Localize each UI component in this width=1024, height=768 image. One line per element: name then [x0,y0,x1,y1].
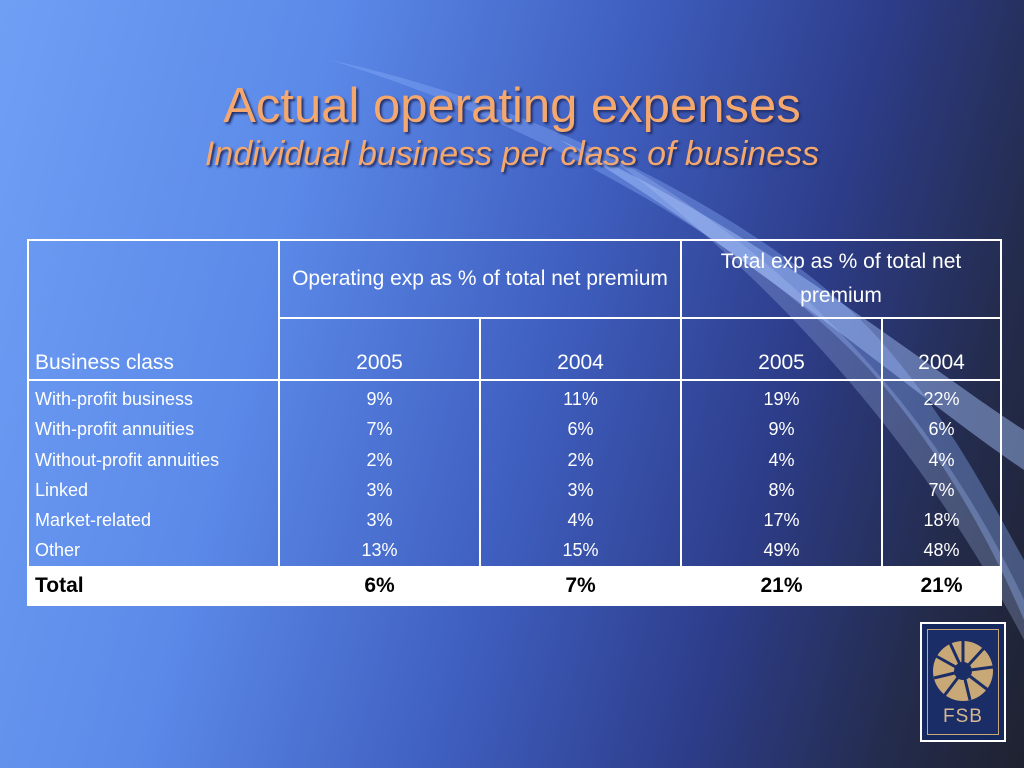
total-value: 7% [479,565,682,606]
cell-value: 48% [923,540,960,561]
table-body-row: With-profit business With-profit annuiti… [27,379,1002,568]
cell-value: 19% [763,389,800,409]
cell-value: 7% [928,479,955,500]
cell-value: 3% [366,510,393,531]
total-value: 6% [278,565,481,606]
total-label: Total [27,565,280,606]
row-label: Market-related [35,510,152,531]
cell-value: 22% [923,389,960,409]
cell-value: 13% [361,540,398,561]
year-header: 2004 [881,317,1002,381]
cell-value: 2% [366,449,393,470]
total-row: Total 6% 7% 21% 21% [27,565,1002,606]
title-block: Actual operating expenses Individual bus… [0,78,1024,174]
slide-subtitle: Individual business per class of busines… [204,135,820,173]
cell-value: 4% [567,510,594,531]
cell-value: 3% [366,479,393,500]
business-class-header: Business class [27,239,280,381]
fsb-logo-icon [933,639,994,701]
cell-value: 4% [768,449,795,470]
row-label: Linked [35,479,89,500]
cell-value: 8% [768,479,795,500]
fsb-logo: FSB [920,622,1006,742]
total-exp-group-header: Total exp as % of total net premium [680,239,1002,319]
cell-value: 3% [567,479,594,500]
header-row-groups: Business class Operating exp as % of tot… [27,239,1002,381]
cell-value: 7% [366,419,393,440]
total-value: 21% [881,565,1002,606]
cell-value: 2% [567,449,594,470]
cell-value: 9% [366,389,393,409]
business-class-column: With-profit business With-profit annuiti… [27,379,280,568]
op-exp-2004-column: 11% 6% 2% 3% 4% 15% [479,379,682,568]
operating-exp-group-header: Operating exp as % of total net premium [278,239,682,319]
total-value: 21% [680,565,883,606]
cell-value: 4% [928,449,955,470]
logo-text: FSB [943,706,983,727]
slide-title: Actual operating expenses [223,79,801,133]
cell-value: 6% [928,419,955,440]
total-exp-2004-column: 22% 6% 4% 7% 18% 48% [881,379,1002,568]
header-row-years: 2005 2004 2005 2004 [28,317,1002,381]
cell-value: 11% [563,389,598,409]
cell-value: 15% [562,540,599,561]
year-header: 2005 [278,317,481,381]
cell-value: 18% [923,510,960,531]
cell-value: 6% [567,419,594,440]
cell-value: 9% [768,419,795,440]
year-header: 2004 [479,317,682,381]
row-label: With-profit business [35,389,194,409]
expenses-table: Business class Operating exp as % of tot… [27,239,1002,606]
row-label: Without-profit annuities [35,449,220,470]
year-header: 2005 [680,317,883,381]
row-label: Other [35,540,81,561]
op-exp-2005-column: 9% 7% 2% 3% 3% 13% [278,379,481,568]
cell-value: 17% [763,510,800,531]
logo-frame: FSB [927,629,999,735]
cell-value: 49% [763,540,800,561]
total-exp-2005-column: 19% 9% 4% 8% 17% 49% [680,379,883,568]
row-label: With-profit annuities [35,419,195,440]
